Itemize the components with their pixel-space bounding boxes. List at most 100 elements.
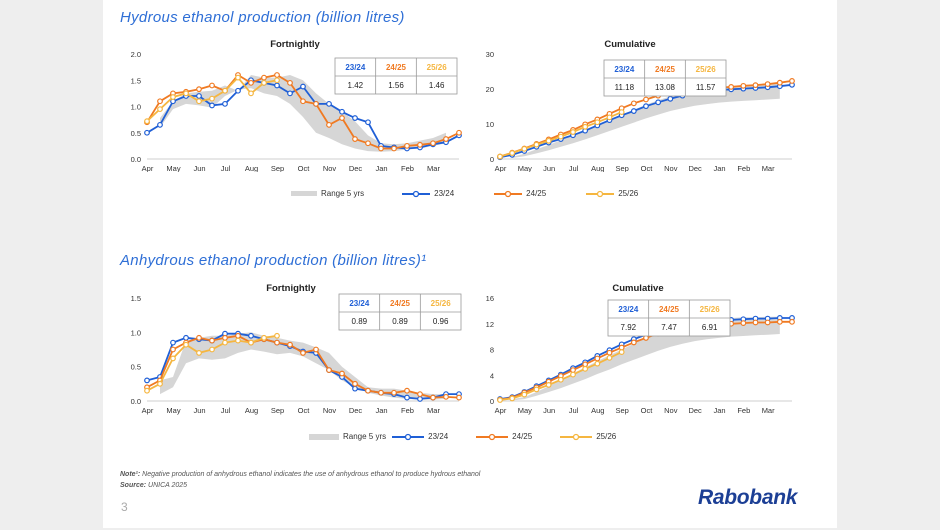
series-point-24-25 <box>261 74 267 81</box>
series-point-24-25 <box>365 387 371 394</box>
x-tick-label: Sep <box>271 164 284 172</box>
x-tick-label: Nov <box>664 406 678 415</box>
table-value: 11.18 <box>615 83 635 92</box>
series-point-23-24 <box>655 99 662 106</box>
x-tick-label: Mar <box>762 406 775 415</box>
series-point-24-25 <box>391 389 397 396</box>
anhydrous-legend: Range 5 yrs 23/24 24/25 25/26 <box>309 432 616 441</box>
legend-2324-label: 23/24 <box>434 189 455 198</box>
series-point-24-25 <box>391 145 397 152</box>
series-point-23-24 <box>352 115 358 121</box>
series-point-23-24 <box>643 103 649 110</box>
legend-range-label: Range 5 yrs <box>321 189 365 198</box>
series-point-24-25 <box>740 82 747 89</box>
table-value: 7.47 <box>661 323 677 332</box>
series-point-25-26 <box>557 376 564 383</box>
page-number: 3 <box>121 500 128 514</box>
table-header: 23/24 <box>349 299 370 308</box>
chart-title: Cumulative <box>612 283 663 294</box>
table-header: 24/25 <box>390 299 411 308</box>
series-point-25-26 <box>248 339 254 346</box>
x-tick-label: Sep <box>615 406 628 415</box>
series-point-24-25 <box>789 78 795 84</box>
series-point-25-26 <box>594 360 601 367</box>
legend-2425-label: 24/25 <box>526 189 547 198</box>
y-tick-label: 8 <box>490 346 494 355</box>
series-point-25-26 <box>209 346 215 353</box>
y-tick-label: 1.0 <box>131 103 141 112</box>
series-point-24-25 <box>313 100 319 107</box>
series-point-23-24 <box>300 83 306 90</box>
series-point-24-25 <box>352 380 358 387</box>
table-value: 1.46 <box>429 81 445 90</box>
series-point-24-25 <box>339 115 345 121</box>
legend-2526-swatch <box>586 190 615 197</box>
series-point-25-26 <box>618 349 625 355</box>
series-point-25-26 <box>509 395 516 402</box>
x-tick-label: Oct <box>298 406 311 415</box>
x-tick-label: Aug <box>591 406 604 415</box>
x-tick-label: Jan <box>375 164 387 172</box>
series-point-23-24 <box>170 339 176 346</box>
series-point-25-26 <box>594 119 601 126</box>
series-point-25-26 <box>144 387 150 394</box>
y-tick-label: 16 <box>486 294 494 303</box>
series-point-25-26 <box>222 339 228 346</box>
y-tick-label: 1.5 <box>131 294 141 303</box>
x-tick-label: Sep <box>615 164 628 172</box>
y-tick-label: 2.0 <box>131 50 141 59</box>
x-tick-label: Aug <box>245 164 258 172</box>
legend-2324-swatch <box>392 433 425 440</box>
x-tick-label: Nov <box>323 164 337 172</box>
series-point-24-25 <box>456 129 462 136</box>
footnote-text: Negative production of anhydrous ethanol… <box>142 471 481 478</box>
range-5yrs-band <box>160 75 446 152</box>
series-point-23-24 <box>235 87 241 94</box>
y-tick-label: 10 <box>486 120 494 129</box>
x-tick-label: Oct <box>641 164 654 172</box>
table-value: 1.56 <box>388 81 404 90</box>
anhydrous-cumulative-chart: Cumulative 0 4 8 12 16 Apr May Jun Jul Aug Sep Oct No… <box>486 283 795 415</box>
series-point-23-24 <box>222 100 228 107</box>
chart-title: Fortnightly <box>270 39 320 50</box>
series-point-25-26 <box>545 137 552 144</box>
series-point-24-25 <box>456 394 462 401</box>
series-point-24-25 <box>248 79 254 86</box>
series-point-25-26 <box>209 95 215 102</box>
y-tick-label: 20 <box>486 85 494 94</box>
y-tick-label: 1.5 <box>131 76 141 85</box>
series-point-25-26 <box>235 337 241 344</box>
series-point-23-24 <box>339 108 345 115</box>
legend-2425-swatch <box>476 433 509 440</box>
anhydrous-section-title: Anhydrous ethanol production (billion li… <box>120 252 427 269</box>
x-tick-label: Feb <box>737 164 750 172</box>
series-point-23-24 <box>144 377 150 384</box>
series-point-23-24 <box>352 385 358 392</box>
y-tick-label: 0 <box>490 155 494 164</box>
table-header: 25/26 <box>427 63 448 72</box>
series-point-25-26 <box>274 332 280 339</box>
series-point-24-25 <box>235 332 241 339</box>
series-point-24-25 <box>287 79 293 86</box>
footnote-prefix: Note¹: <box>120 471 141 478</box>
y-tick-label: 30 <box>486 50 494 59</box>
series-point-23-24 <box>183 334 189 341</box>
series-point-24-25 <box>378 145 384 152</box>
series-point-24-25 <box>643 96 649 103</box>
series-point-25-26 <box>533 141 540 148</box>
series-point-24-25 <box>630 339 637 346</box>
series-point-24-25 <box>313 346 319 353</box>
x-tick-label: Oct <box>641 406 654 415</box>
series-point-24-25 <box>764 81 771 87</box>
series-point-25-26 <box>274 77 280 84</box>
x-tick-label: Nov <box>323 406 337 415</box>
x-tick-label: Jan <box>375 406 387 415</box>
series-point-24-25 <box>728 84 735 90</box>
legend-range-swatch <box>291 191 317 196</box>
series-point-25-26 <box>235 74 241 81</box>
series-point-24-25 <box>417 141 423 148</box>
series-point-25-26 <box>497 153 503 160</box>
x-tick-label: Jul <box>221 406 231 415</box>
x-tick-label: Apr <box>495 164 507 172</box>
series-point-25-26 <box>606 114 613 121</box>
